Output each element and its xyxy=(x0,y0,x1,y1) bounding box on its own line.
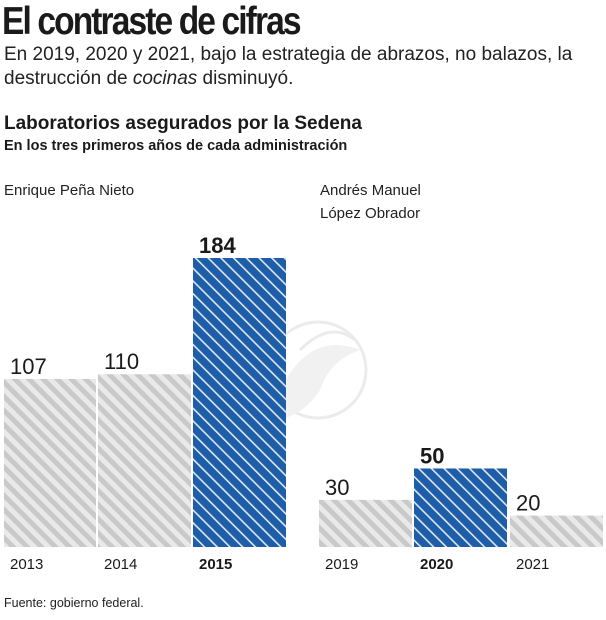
chart-subtitle: En los tres primeros años de cada admini… xyxy=(4,138,348,154)
tick-label-2015: 2015 xyxy=(199,556,232,573)
tick-label-2013: 2013 xyxy=(10,556,43,573)
bar-2020 xyxy=(414,468,507,547)
bar-2015 xyxy=(193,258,286,547)
admin-label-amlo-line1: Andrés Manuel xyxy=(320,182,421,199)
lede-text-emphasis: cocinas xyxy=(132,68,198,89)
value-labels-group: 107 110 184 30 50 20 xyxy=(10,233,540,516)
bars-group xyxy=(4,258,603,547)
bar-2019 xyxy=(319,499,412,547)
bar-2013 xyxy=(4,378,96,547)
admin-label-pena-nieto: Enrique Peña Nieto xyxy=(4,182,135,199)
lede-text: En 2019, 2020 y 2021, bajo la estrategia… xyxy=(4,43,604,91)
bar-2021 xyxy=(510,515,603,547)
lede-text-part1: En 2019, 2020 y 2021, bajo la estrategia… xyxy=(4,44,573,89)
value-label-2014: 110 xyxy=(104,349,139,374)
chart-title: Laboratorios asegurados por la Sedena xyxy=(4,113,362,134)
tick-label-2014: 2014 xyxy=(104,556,137,573)
value-label-2019: 30 xyxy=(325,475,349,500)
tick-label-2019: 2019 xyxy=(325,556,358,573)
value-label-2020: 50 xyxy=(420,443,444,468)
value-label-2013: 107 xyxy=(10,354,47,379)
value-label-2021: 20 xyxy=(516,491,540,516)
headline: El contraste de cifras xyxy=(2,0,302,43)
bar-2014 xyxy=(98,374,191,547)
tick-label-2020: 2020 xyxy=(420,556,453,573)
tick-label-2021: 2021 xyxy=(516,556,549,573)
admin-label-amlo: Andrés Manuel López Obrador xyxy=(320,179,421,225)
value-label-2015: 184 xyxy=(199,233,236,258)
tick-labels-group: 2013 2014 2015 2019 2020 2021 xyxy=(10,556,549,573)
lede-text-part2: disminuyó. xyxy=(197,68,294,89)
source-note: Fuente: gobierno federal. xyxy=(4,596,144,610)
admin-label-amlo-line2: López Obrador xyxy=(320,205,421,222)
